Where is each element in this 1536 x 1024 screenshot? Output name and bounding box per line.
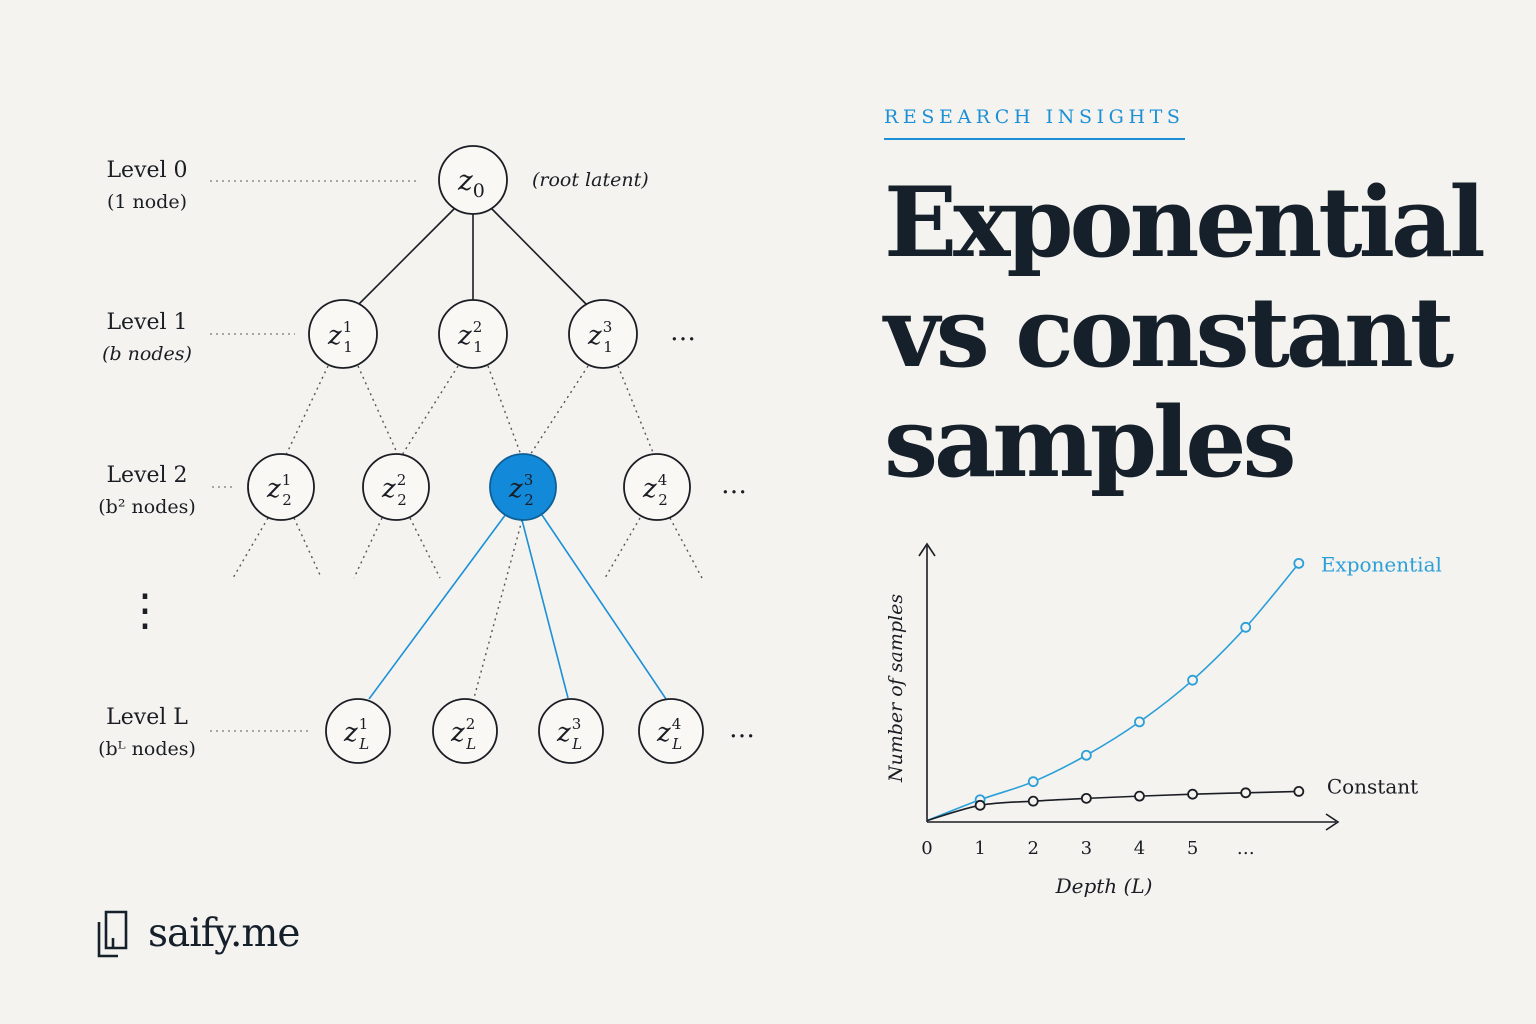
node-l2-3-label: z3 2 <box>508 471 534 509</box>
series-point-constant <box>974 799 986 811</box>
node-l1-3 <box>568 299 638 369</box>
level-L-subtitle: (bᴸ nodes) <box>98 738 196 760</box>
node-l1-1-label: z1 1 <box>327 318 353 356</box>
node-lL-3-label: z3 L <box>556 715 582 753</box>
edge-highlight <box>368 513 507 700</box>
y-axis-arrow <box>918 542 936 557</box>
node-l2-1 <box>247 453 315 521</box>
vertical-ellipsis: ⋮ <box>123 585 167 636</box>
node-root-label: z0 <box>457 164 485 202</box>
node-lL-2 <box>432 698 498 764</box>
edge-dotted <box>529 365 589 456</box>
x-tick-label: 1 <box>974 838 985 859</box>
level-0-title: Level 0 <box>106 158 187 183</box>
edge-dotted <box>353 517 383 579</box>
edge-dotted <box>232 517 269 579</box>
series-point-constant <box>1134 790 1145 802</box>
headline-line-2: vs constant <box>884 276 1454 389</box>
edge-dotted <box>604 517 641 579</box>
node-l2-3-highlighted <box>489 453 557 521</box>
node-lL-1 <box>325 698 391 764</box>
edge-dotted <box>617 365 655 456</box>
level-L-ellipsis: … <box>729 714 755 744</box>
edge-root-1 <box>356 207 456 307</box>
series-point-constant <box>1293 786 1305 797</box>
series-point-exponential <box>1134 716 1145 728</box>
node-root <box>438 145 508 215</box>
brand[interactable]: saify.me <box>96 908 300 958</box>
node-l2-2-label: z2 2 <box>381 471 407 509</box>
headline-line-1: Exponential <box>884 166 1486 279</box>
node-lL-1-label: z1 L <box>343 715 369 753</box>
series-label-constant: Constant <box>1327 774 1418 798</box>
x-tick-label: 2 <box>1028 838 1039 859</box>
series-point-exponential <box>1080 749 1092 761</box>
series-point-constant <box>1187 788 1198 800</box>
level-1-subtitle: (b nodes) <box>102 343 192 365</box>
edge-dotted <box>669 517 703 579</box>
document-logo-icon <box>97 910 128 958</box>
edge-root-3 <box>490 207 589 307</box>
node-l1-1 <box>308 299 378 369</box>
node-l2-4-label: z4 2 <box>642 471 668 509</box>
edge-highlight <box>539 511 667 700</box>
series-point-constant <box>1240 787 1252 799</box>
series-line-exponential <box>926 562 1300 822</box>
brand-name: saify.me <box>148 910 300 956</box>
edge-dotted <box>357 365 399 456</box>
node-l2-1-label: z1 2 <box>266 471 292 509</box>
root-latent-note: (root latent) <box>532 169 649 191</box>
level-1-title: Level 1 <box>106 310 187 335</box>
edge-dotted <box>285 365 329 456</box>
series-point-exponential <box>1187 674 1198 686</box>
eyebrow-label: RESEARCH INSIGHTS <box>884 106 1185 140</box>
level-L-title: Level L <box>106 705 188 730</box>
level-2-ellipsis: … <box>721 470 747 500</box>
node-lL-3 <box>538 698 604 764</box>
level-2-title: Level 2 <box>106 463 187 488</box>
node-lL-2-label: z2 L <box>450 715 476 753</box>
node-lL-4 <box>638 698 704 764</box>
x-tick-label: 5 <box>1187 838 1198 859</box>
edge-dotted <box>401 365 459 456</box>
edge-dotted <box>473 519 523 699</box>
series-label-exponential: Exponential <box>1321 552 1442 576</box>
x-tick-label: … <box>1237 838 1255 859</box>
node-l1-2-label: z2 1 <box>457 318 483 356</box>
edge-dotted <box>409 517 441 579</box>
headline: Exponential vs constant samples <box>884 168 1504 498</box>
series-point-exponential <box>1027 776 1039 788</box>
edge-dotted <box>487 365 522 456</box>
node-l2-4 <box>623 453 691 521</box>
headline-line-3: samples <box>884 386 1297 499</box>
level-0-subtitle: (1 node) <box>107 191 187 213</box>
y-axis-label: Number of samples <box>885 594 907 783</box>
x-axis-label: Depth (L) <box>1055 874 1153 898</box>
x-tick-label: 0 <box>921 838 932 859</box>
edge-highlight <box>521 519 569 699</box>
node-lL-4-label: z4 L <box>656 715 682 753</box>
series-point-constant <box>1080 792 1092 804</box>
samples-chart: Number of samples Depth (L) 0 1 2 3 4 5 … Expo… <box>885 542 1442 898</box>
node-l2-2 <box>362 453 430 521</box>
series-point-exponential <box>1240 621 1252 633</box>
edge-dotted <box>293 517 321 576</box>
series-point-constant <box>1027 795 1039 807</box>
x-tick-label: 3 <box>1081 838 1092 859</box>
x-axis-arrow <box>1325 813 1340 831</box>
series-point-exponential <box>1293 557 1305 569</box>
level-1-ellipsis: … <box>670 317 696 347</box>
node-l1-2 <box>438 299 508 369</box>
node-l1-3-label: z3 1 <box>587 318 613 356</box>
x-tick-label: 4 <box>1134 838 1145 859</box>
level-2-subtitle: (b² nodes) <box>98 496 195 518</box>
